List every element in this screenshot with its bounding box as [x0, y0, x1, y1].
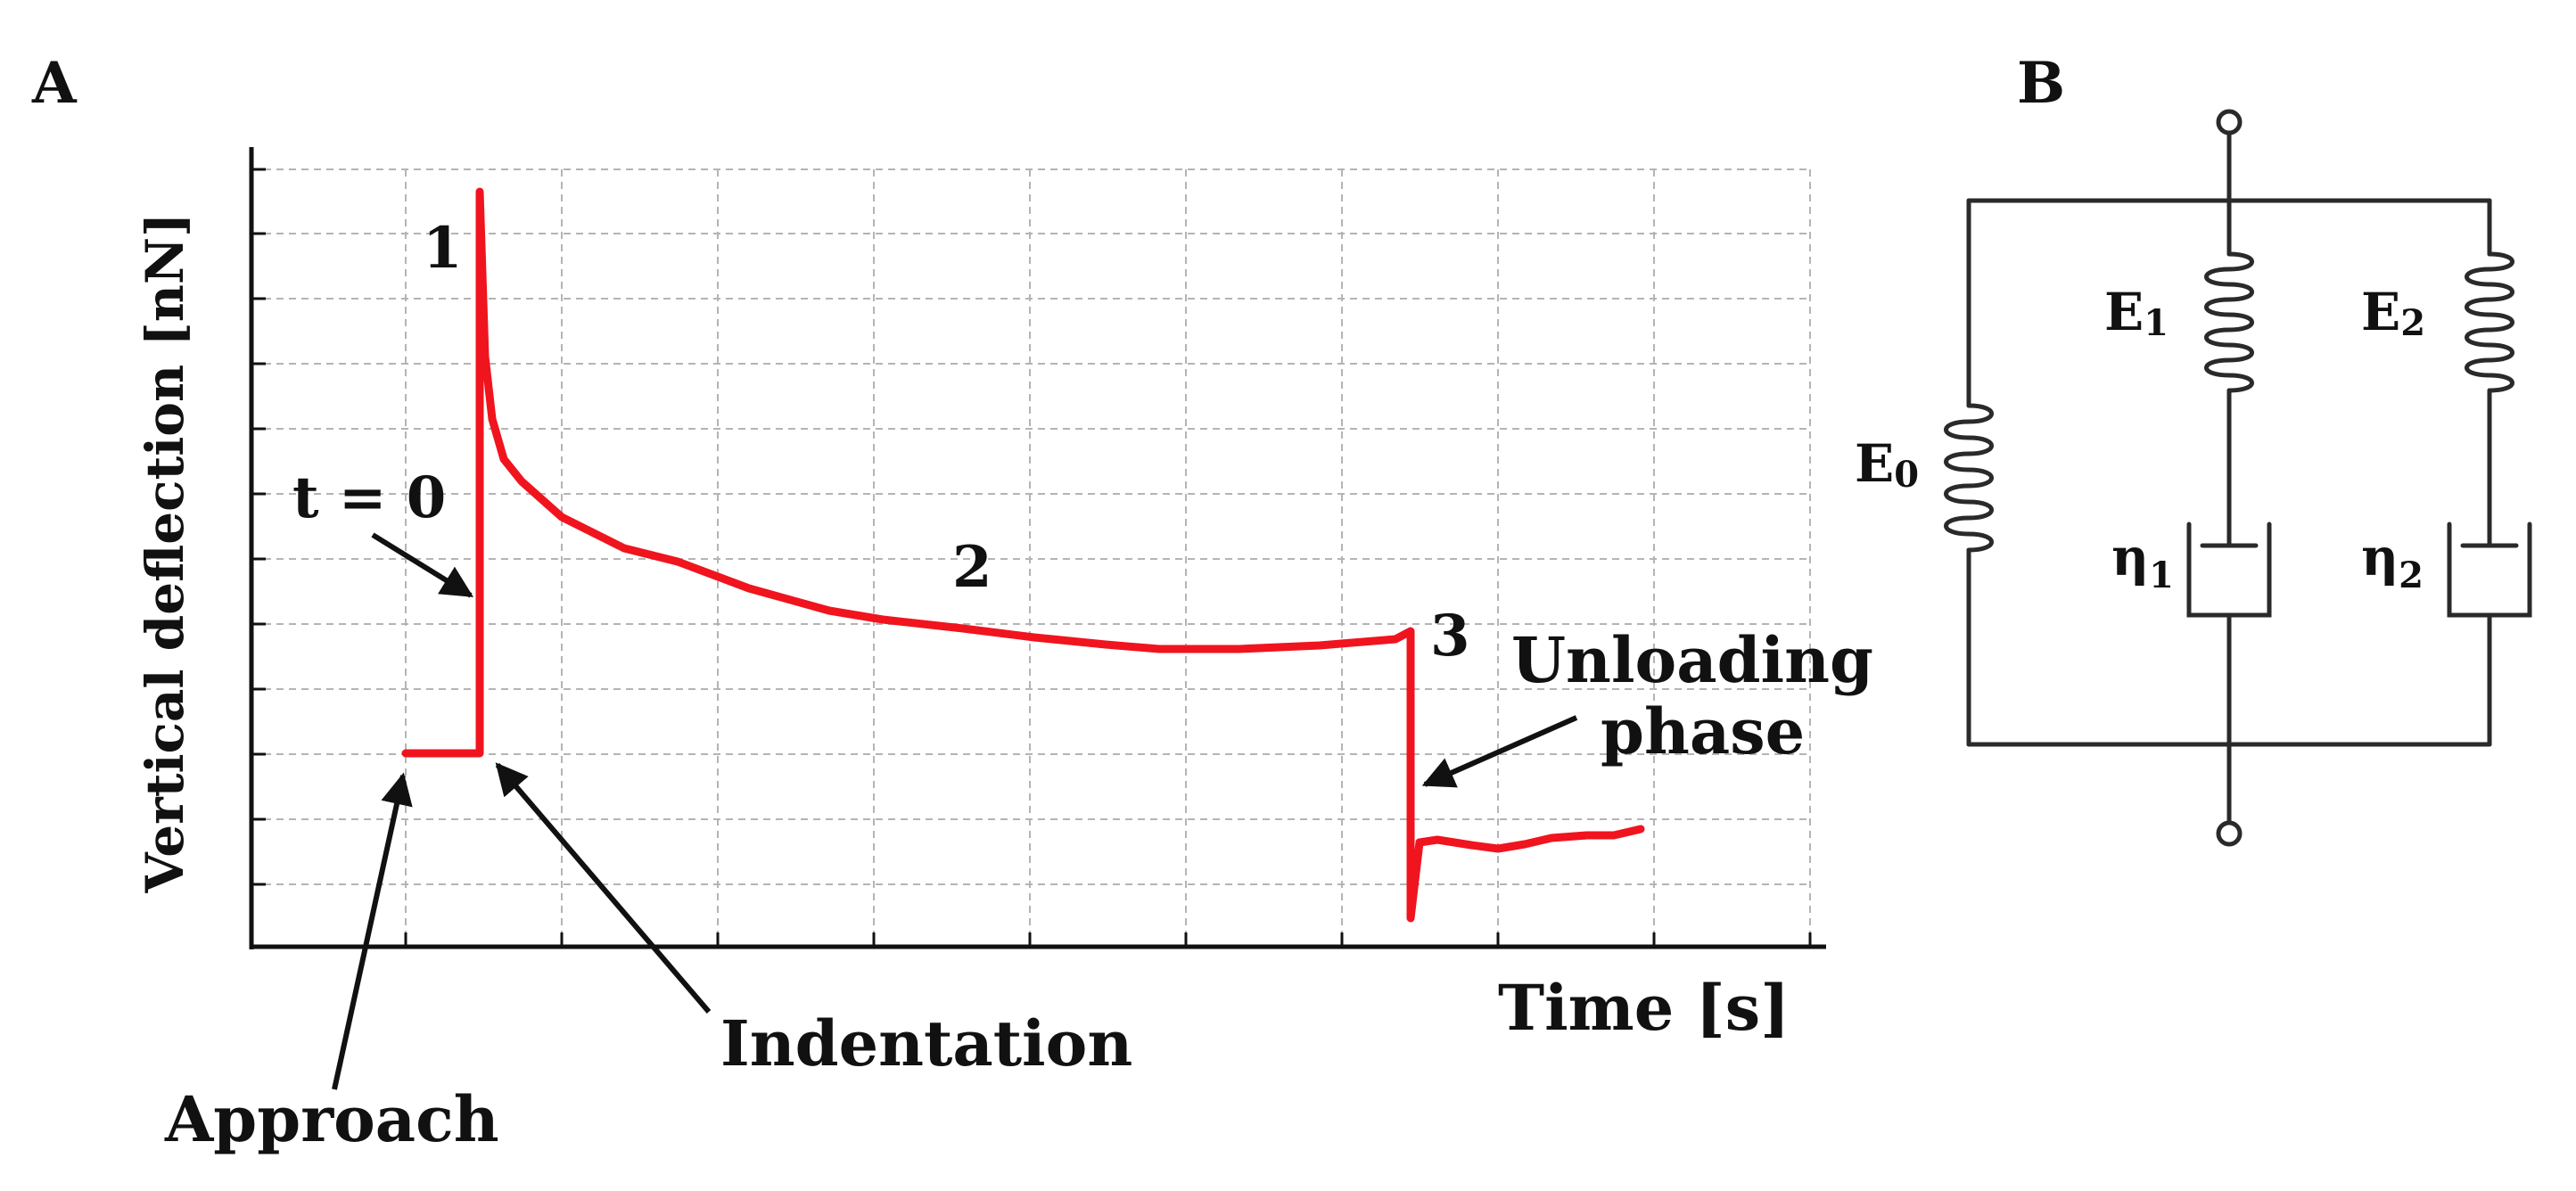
- arrow-indentation: [495, 762, 712, 1014]
- circuit: [1944, 109, 2532, 847]
- y-axis-ticks: [251, 168, 266, 886]
- annotation-unloading-line1: Unloading: [1511, 623, 1873, 697]
- label-e1-sub: 1: [2144, 302, 2169, 344]
- spring-e1: [2204, 251, 2254, 393]
- x-axis-label: Time [s]: [1498, 971, 1790, 1045]
- marker-2: 2: [952, 534, 992, 601]
- deflection-curve: [401, 187, 1645, 923]
- label-e2: E2: [2361, 282, 2425, 344]
- axes: [249, 147, 1826, 949]
- label-eta1-base: η: [2111, 527, 2149, 587]
- label-e2-sub: 2: [2400, 302, 2425, 344]
- grid-vertical-lines: [405, 169, 1811, 945]
- label-e0-sub: 0: [1894, 454, 1919, 496]
- label-eta2-sub: 2: [2399, 554, 2424, 596]
- grid: [251, 168, 1811, 945]
- label-eta2: η2: [2361, 527, 2424, 596]
- spring-e2: [2465, 251, 2514, 393]
- annotation-unloading-line2: phase: [1601, 694, 1805, 768]
- marker-t0: t = 0: [292, 464, 446, 531]
- label-e0-base: E: [1855, 433, 1894, 494]
- panel-letter-a: A: [31, 50, 78, 117]
- terminal-bottom: [2216, 820, 2243, 847]
- arrow-unloading: [1421, 715, 1578, 788]
- marker-1: 1: [423, 215, 463, 282]
- label-eta1: η1: [2111, 527, 2174, 596]
- y-axis-label: Vertical deflection [nN]: [135, 213, 195, 894]
- arrow-approach: [332, 772, 413, 1090]
- arrow-t0: [371, 532, 474, 598]
- annotation-indentation: Indentation: [720, 1006, 1132, 1080]
- panel-a: A Vertical deflection [nN] Time [s] 1 t …: [31, 50, 1873, 1156]
- terminal-top: [2216, 109, 2243, 136]
- label-e1: E1: [2104, 282, 2169, 344]
- label-e2-base: E: [2361, 282, 2400, 342]
- grid-horizontal-lines: [251, 168, 1810, 885]
- marker-3: 3: [1430, 603, 1470, 669]
- panel-b: B: [1855, 50, 2532, 847]
- annotation-approach: Approach: [164, 1082, 499, 1156]
- label-e0: E0: [1855, 433, 1919, 496]
- annotation-arrows: [332, 532, 1578, 1090]
- label-eta2-base: η: [2361, 527, 2399, 587]
- label-e1-base: E: [2104, 282, 2144, 342]
- x-axis-ticks: [404, 932, 1812, 947]
- label-eta1-sub: 1: [2149, 554, 2174, 596]
- spring-e0: [1944, 403, 1994, 553]
- panel-letter-b: B: [2017, 50, 2065, 117]
